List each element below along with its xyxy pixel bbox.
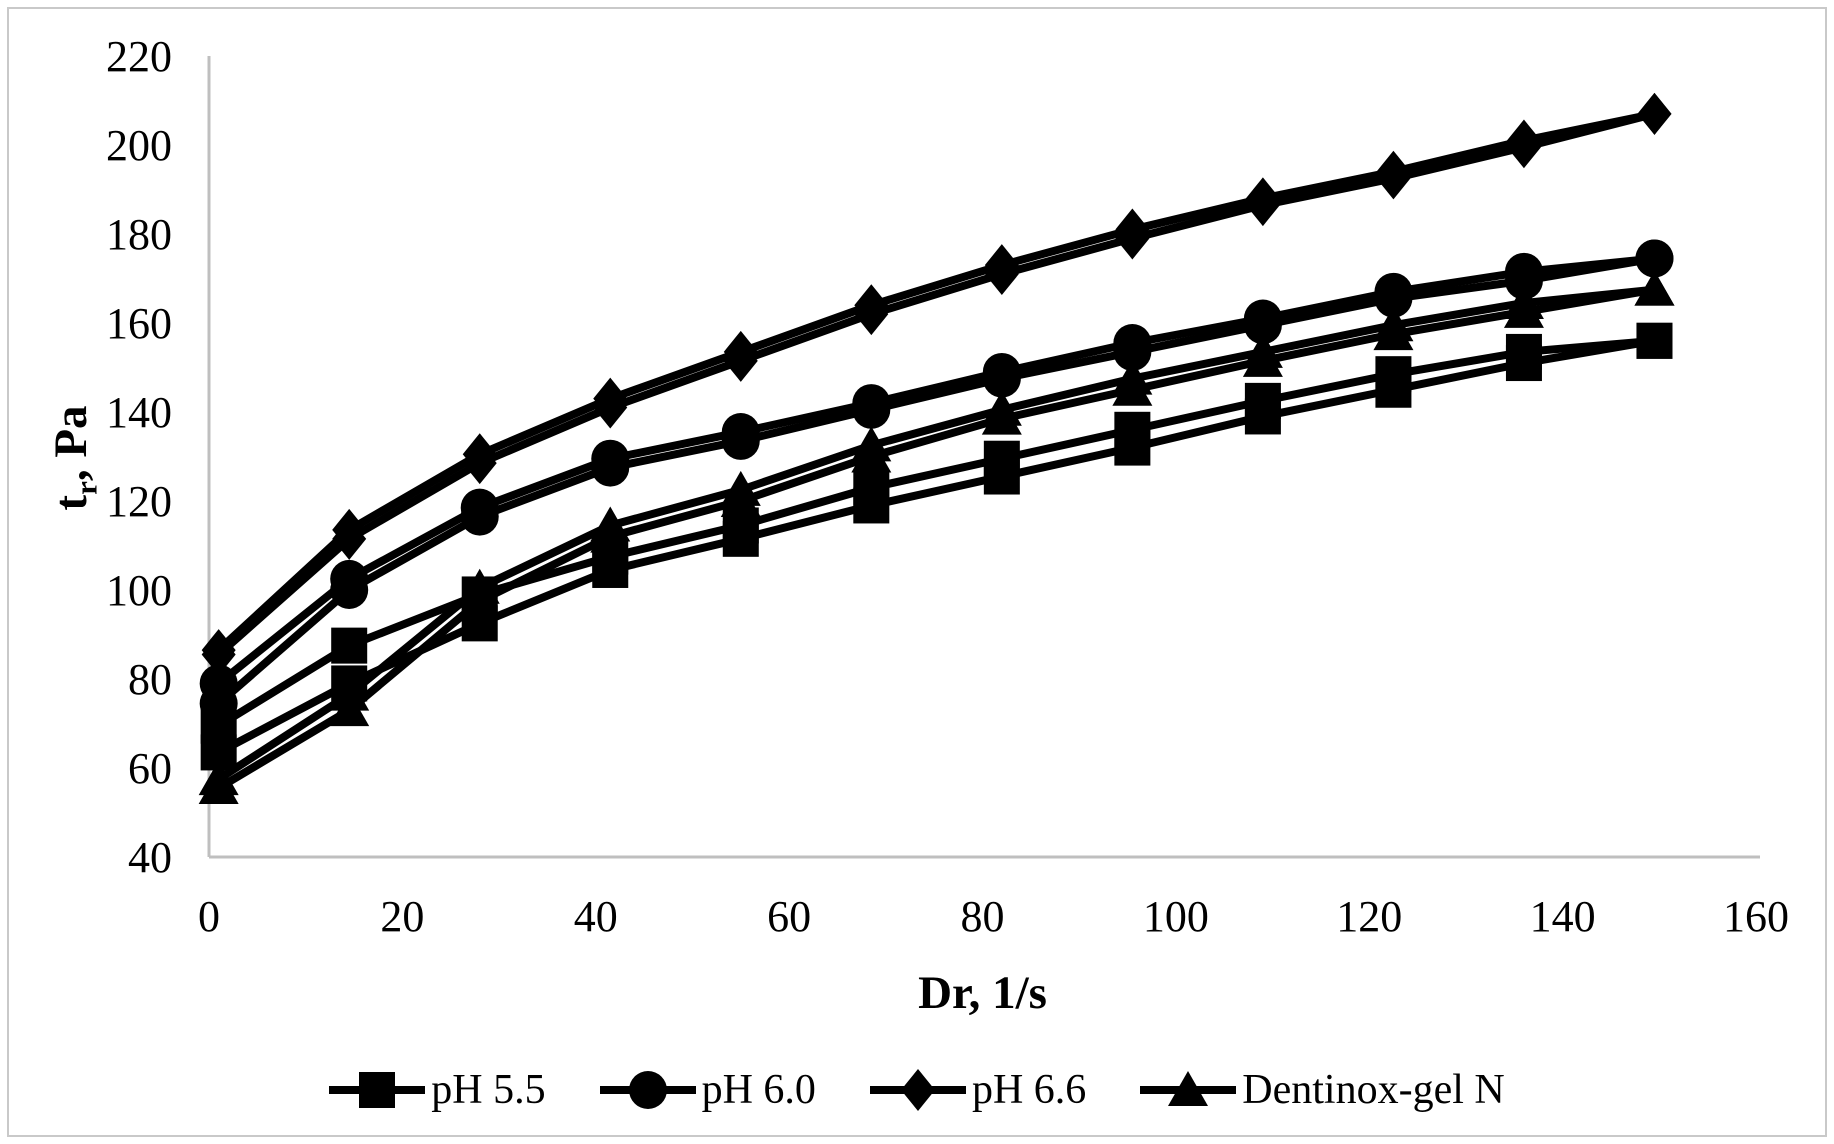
series-ph-6-6-down-marker: [593, 377, 628, 420]
series-ph-5-5-down-marker: [853, 469, 890, 506]
series-ph-6-6-down-marker: [723, 330, 758, 373]
x-tick-label-20: 20: [380, 892, 424, 941]
series-ph-6-0-down-marker: [1243, 299, 1282, 338]
diamond-legend-icon: [869, 1069, 966, 1111]
series-ph-6-6-up-line: [216, 109, 1656, 658]
series-ph-6-6-down-marker: [1376, 150, 1411, 193]
triangle-legend-icon: [1140, 1071, 1237, 1106]
series-dentinox-gel-n-down-marker: [590, 506, 631, 542]
series-ph-6-0-down-marker: [852, 384, 891, 423]
series-ph-6-0-down-marker: [982, 352, 1021, 391]
legend-label-dentinox-gel-n: Dentinox-gel N: [1242, 1067, 1505, 1113]
legend-item-ph-6-6: pH 6.6: [869, 1066, 1087, 1114]
series-dentinox-gel-n-down-marker: [1112, 359, 1153, 395]
y-tick-label-80: 80: [128, 655, 172, 704]
series-dentinox-gel-n-up-line: [216, 285, 1656, 792]
x-tick-label-60: 60: [767, 892, 811, 941]
series-ph-5-5-up-line: [216, 336, 1656, 756]
series-ph-6-0-down-line: [216, 254, 1655, 687]
y-tick-label-120: 120: [106, 477, 172, 526]
series-ph-6-0-down-marker: [199, 664, 238, 703]
series-ph-6-0-down-marker: [330, 559, 369, 598]
legend-label-ph-6-0: pH 6.0: [701, 1067, 816, 1113]
series-ph-5-5-down-marker: [1244, 382, 1281, 419]
series-ph-6-0-down-marker: [460, 488, 499, 527]
series-ph-6-6-down-marker: [201, 629, 236, 672]
x-tick-label-80: 80: [961, 892, 1005, 941]
series-ph-5-5-down-marker: [1375, 356, 1412, 393]
series-dentinox-gel-n-down-marker: [981, 390, 1022, 426]
legend-label-ph-5-5: pH 5.5: [431, 1067, 546, 1113]
series-ph-6-6-down-marker: [854, 284, 889, 327]
series-ph-6-0-down-marker: [591, 439, 630, 478]
series-ph-6-0-down-marker: [1504, 252, 1543, 291]
series-dentinox-gel-n-down-line: [216, 285, 1655, 783]
triangle-legend-marker: [1168, 1071, 1209, 1106]
series-ph-6-6-down-line: [215, 109, 1656, 654]
series-ph-6-0-down-marker: [1113, 324, 1152, 363]
y-axis-title-subscript: r: [68, 481, 104, 495]
series-ph-6-6-down-marker: [1637, 92, 1672, 135]
series-dentinox-gel-n-down-marker: [329, 675, 370, 711]
diamond-legend-marker: [900, 1069, 935, 1111]
x-tick-label-40: 40: [574, 892, 618, 941]
series-dentinox-gel-n-down-marker: [1242, 332, 1283, 368]
series-ph-5-5-down-marker: [1114, 411, 1151, 448]
x-tick-label-120: 120: [1336, 892, 1402, 941]
circle-legend-marker: [628, 1071, 667, 1109]
series-ph-5-5-down-marker: [1505, 333, 1542, 370]
series-ph-6-6-down-marker: [1506, 119, 1541, 162]
series-ph-6-6-down-marker: [1245, 177, 1280, 220]
series-dentinox-gel-n-down-marker: [459, 568, 500, 604]
series-ph-6-0-down-marker: [1374, 272, 1413, 311]
y-tick-label-60: 60: [128, 744, 172, 793]
series-ph-6-6-down-marker: [984, 244, 1019, 287]
y-axis-title-symbol: t: [45, 494, 97, 511]
series-ph-6-0-down-marker: [1635, 239, 1674, 278]
series-dentinox-gel-n-down-marker: [1634, 270, 1675, 306]
series-ph-5-5-down-marker: [1636, 322, 1673, 359]
series-ph-5-5-down-marker: [331, 627, 368, 664]
square-legend-icon: [329, 1072, 426, 1108]
x-tick-label-100: 100: [1143, 892, 1209, 941]
series-ph-6-6-down-marker: [462, 433, 497, 476]
y-tick-label-40: 40: [128, 833, 172, 882]
y-tick-label-100: 100: [106, 566, 172, 615]
y-tick-label-220: 220: [106, 32, 172, 81]
y-tick-label-200: 200: [106, 121, 172, 170]
series-ph-6-6-down-marker: [1115, 208, 1150, 251]
x-tick-label-160: 160: [1723, 892, 1789, 941]
x-tick-label-0: 0: [198, 892, 220, 941]
x-tick-label-140: 140: [1530, 892, 1596, 941]
y-tick-label-140: 140: [106, 388, 172, 437]
legend-item-dentinox-gel-n: Dentinox-gel N: [1140, 1066, 1505, 1114]
series-dentinox-gel-n-down-marker: [851, 426, 892, 462]
circle-legend-icon: [599, 1071, 696, 1109]
series-dentinox-gel-n-down-marker: [1373, 306, 1414, 342]
series-ph-6-0-down-marker: [721, 413, 760, 452]
series-ph-6-6-down-marker: [332, 508, 367, 551]
series-ph-6-0-up-line: [216, 254, 1656, 707]
square-legend-marker: [359, 1072, 396, 1108]
series-dentinox-gel-n-down-marker: [720, 470, 761, 506]
y-axis-title: tr, Pa: [39, 248, 103, 668]
series-ph-5-5-down-marker: [983, 440, 1020, 477]
y-tick-label-180: 180: [106, 210, 172, 259]
legend-label-ph-6-6: pH 6.6: [971, 1067, 1087, 1113]
y-tick-label-160: 160: [106, 299, 172, 348]
legend-item-ph-5-5: pH 5.5: [329, 1066, 546, 1114]
series-dentinox-gel-n-down-marker: [198, 760, 239, 796]
chart-legend: pH 5.5 pH 6.0 pH 6.6 Dentinox-gel N: [0, 1058, 1834, 1122]
x-axis-title: Dr, 1/s: [918, 967, 1047, 1019]
y-axis-title-unit: , Pa: [45, 405, 97, 482]
series-dentinox-gel-n-down-marker: [1503, 283, 1544, 319]
legend-item-ph-6-0: pH 6.0: [599, 1066, 816, 1114]
